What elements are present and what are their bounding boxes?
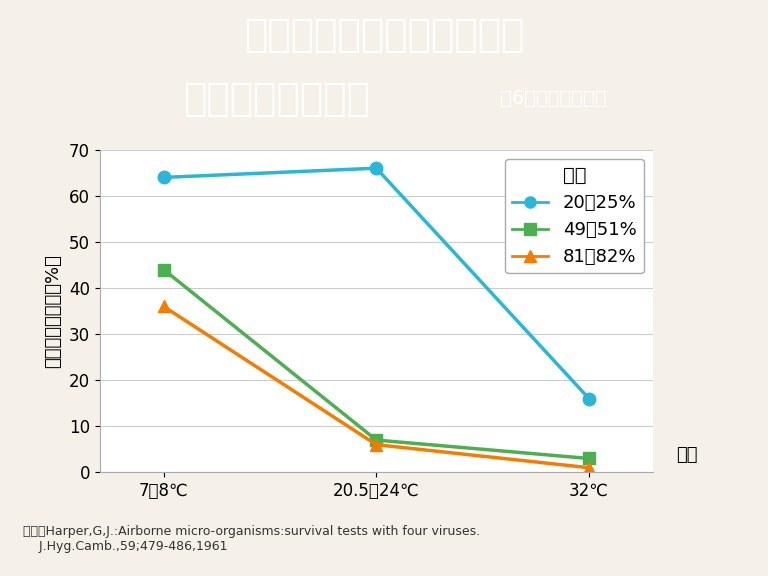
49～51% xyxy=(584,455,594,462)
20～25% xyxy=(372,165,381,172)
Text: 湿度・温度の関係: 湿度・温度の関係 xyxy=(183,80,370,118)
Legend: 20～25%, 49～51%, 81～82%: 20～25%, 49～51%, 81～82% xyxy=(505,159,644,274)
Text: 温度: 温度 xyxy=(676,446,697,464)
81～82% xyxy=(584,464,594,471)
81～82% xyxy=(159,303,168,310)
20～25% xyxy=(159,174,168,181)
49～51% xyxy=(159,266,168,273)
Y-axis label: ウイルス生存率（%）: ウイルス生存率（%） xyxy=(44,254,62,368)
20～25% xyxy=(584,395,594,402)
Text: インフルエンザウイルスと: インフルエンザウイルスと xyxy=(243,17,525,55)
Line: 20～25%: 20～25% xyxy=(157,162,595,405)
81～82% xyxy=(372,441,381,448)
49～51% xyxy=(372,437,381,444)
Text: （6時間後生存率）: （6時間後生存率） xyxy=(500,89,606,108)
Text: 出典／Harper,G,J.:Airborne micro-organisms:survival tests with four viruses.
    J.: 出典／Harper,G,J.:Airborne micro-organisms:… xyxy=(23,525,480,553)
Line: 81～82%: 81～82% xyxy=(157,300,595,474)
Line: 49～51%: 49～51% xyxy=(157,263,595,465)
